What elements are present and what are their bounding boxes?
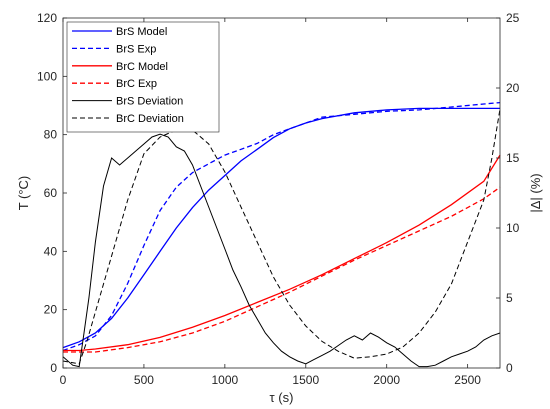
- y-left-tick-label-2: 40: [44, 244, 58, 258]
- y-right-tick-label-5: 25: [506, 11, 520, 25]
- series-line-2: [63, 154, 501, 352]
- series-line-1: [62, 101, 501, 352]
- series-line-5: [62, 108, 501, 365]
- y-right-tick-label-3: 15: [506, 151, 520, 165]
- y-right-tick-label-4: 20: [506, 81, 520, 95]
- legend-box: [66, 21, 220, 133]
- y-right-tick-label-1: 5: [506, 291, 513, 305]
- y-right-tick-label-2: 10: [506, 221, 520, 235]
- y-left-tick-label-3: 60: [44, 186, 58, 200]
- legend-label-0: BrS Model: [116, 26, 167, 38]
- y-right-tick-label-0: 0: [506, 361, 513, 375]
- x-axis-label: τ (s): [270, 390, 294, 405]
- y-axis-left-label: T (°C): [16, 176, 31, 211]
- series-line-4: [62, 133, 501, 368]
- axis-ticks: 0 500 1000 1500 2000 2500 0 20 40 60 80 100 120 0 5 10 1…: [37, 11, 520, 387]
- legend-label-3: BrC Exp: [116, 78, 157, 90]
- legend-label-2: BrC Model: [116, 61, 168, 73]
- series-line-3: [63, 186, 501, 353]
- legend-label-5: BrC Deviation: [116, 113, 184, 125]
- y-left-tick-label-5: 100: [37, 69, 57, 83]
- x-tick-label-3: 1500: [292, 373, 319, 387]
- x-tick-label-2: 1000: [212, 373, 239, 387]
- y-left-tick-label-4: 80: [44, 128, 58, 142]
- x-tick-label-1: 500: [134, 373, 154, 387]
- legend-label-4: BrS Deviation: [116, 96, 183, 108]
- x-tick-label-0: 0: [60, 373, 67, 387]
- y-left-tick-label-1: 20: [44, 303, 58, 317]
- x-tick-label-5: 2500: [454, 373, 481, 387]
- legend-label-1: BrS Exp: [116, 43, 156, 55]
- y-axis-right-label: |Δ| (%): [528, 173, 543, 212]
- series-line-0: [62, 107, 500, 349]
- y-left-tick-label-6: 120: [37, 11, 57, 25]
- series-lines: [62, 101, 501, 368]
- legend: BrS Model BrS Exp BrC Model BrC Exp BrS Devi…: [66, 21, 220, 133]
- x-tick-label-4: 2000: [373, 373, 400, 387]
- y-left-tick-label-0: 0: [50, 361, 57, 375]
